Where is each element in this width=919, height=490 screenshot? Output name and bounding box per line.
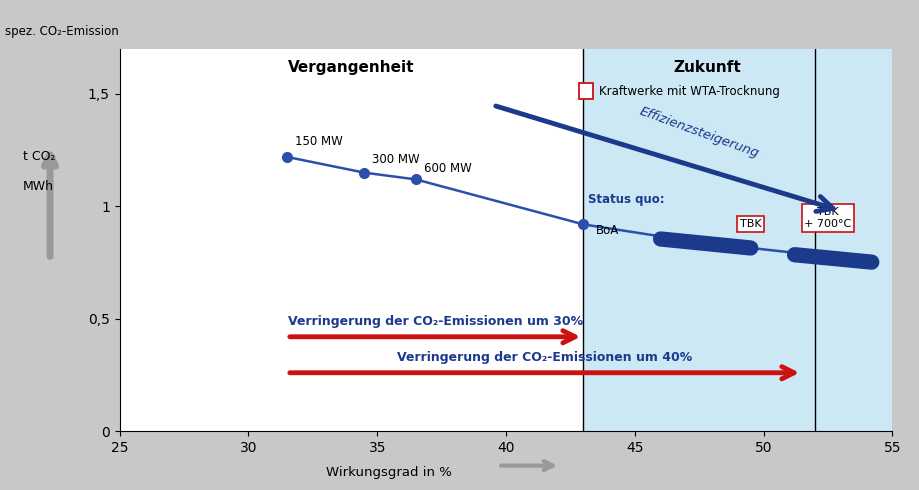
Text: Status quo:: Status quo: [588,194,664,206]
Text: 600 MW: 600 MW [423,162,471,175]
Text: 150 MW: 150 MW [294,135,342,148]
Text: Kraftwerke mit WTA-Trocknung: Kraftwerke mit WTA-Trocknung [598,85,778,98]
Text: Zukunft: Zukunft [673,60,740,75]
Text: t CO₂: t CO₂ [23,150,55,163]
Text: Vergangenheit: Vergangenheit [288,60,414,75]
Text: 300 MW: 300 MW [371,153,419,166]
Text: Effizienzsteigerung: Effizienzsteigerung [637,104,760,160]
Text: TBK: TBK [739,219,761,229]
Bar [579,83,593,99]
Text: MWh: MWh [23,180,54,193]
Text: TBK
+ 700°C: TBK + 700°C [803,207,851,229]
Text: Verringerung der CO₂-Emissionen um 30%: Verringerung der CO₂-Emissionen um 30% [288,315,582,328]
Text: BoA: BoA [596,224,618,237]
Text: Wirkungsgrad in %: Wirkungsgrad in % [325,466,451,479]
Text: spez. CO₂-Emission: spez. CO₂-Emission [5,24,119,38]
Text: Verringerung der CO₂-Emissionen um 40%: Verringerung der CO₂-Emissionen um 40% [397,351,691,364]
Bar [583,49,891,431]
